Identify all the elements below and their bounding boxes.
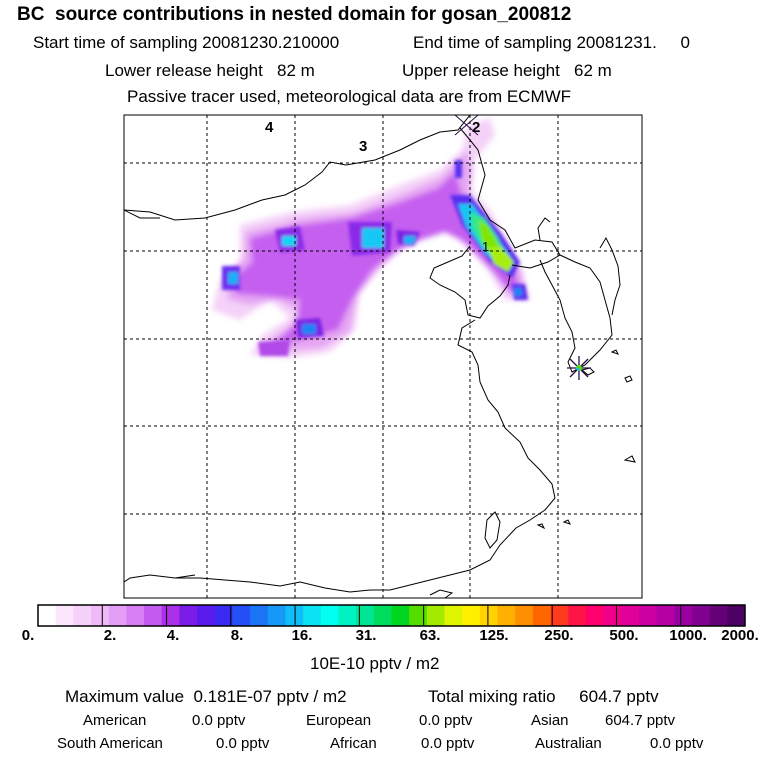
trajectory-marker-2: 2: [472, 119, 480, 136]
trajectory-marker-4: 4: [265, 119, 274, 136]
colorbar-swatch: [38, 605, 57, 626]
colorbar-swatch: [656, 605, 675, 626]
map-frame: [123, 114, 643, 599]
end-time-label: End time of sampling 20081231. 0: [413, 33, 690, 52]
colorbar-swatch: [550, 605, 569, 626]
australian-label: Australian: [535, 735, 602, 752]
colorbar-tick: 500.: [609, 627, 639, 644]
upper-release-label: Upper release height 62 m: [402, 61, 612, 80]
australian-value: 0.0 pptv: [650, 735, 704, 752]
european-label: European: [306, 712, 372, 729]
colorbar-tick: 2.: [103, 627, 117, 644]
colorbar-swatch: [197, 605, 216, 626]
european-value: 0.0 pptv: [419, 712, 473, 729]
asian-value: 604.7 pptv: [605, 712, 676, 729]
colorbar-swatch: [161, 605, 180, 626]
african-label: African: [330, 735, 377, 752]
colorbar-swatch: [356, 605, 375, 626]
colorbar-swatch: [638, 605, 658, 626]
colorbar-swatch: [179, 605, 198, 626]
trajectory-marker-1: 1: [482, 239, 489, 254]
colorbar-tick: 0.: [21, 627, 35, 644]
colorbar-tick: 8.: [230, 627, 244, 644]
colorbar-tick: 250.: [544, 627, 574, 644]
american-value: 0.0 pptv: [192, 712, 246, 729]
colorbar-swatch: [285, 605, 304, 626]
colorbar-swatch: [55, 605, 74, 626]
african-value: 0.0 pptv: [421, 735, 475, 752]
total-mixing-label: Total mixing ratio 604.7 pptv: [428, 687, 659, 706]
colorbar-swatch: [214, 605, 233, 626]
colorbar-swatch: [709, 605, 728, 626]
colorbar-swatch: [232, 605, 251, 626]
colorbar-swatch: [250, 605, 269, 626]
colorbar-swatch: [338, 605, 357, 626]
colorbar-swatch: [532, 605, 551, 626]
colorbar-frame: [37, 604, 746, 627]
colorbar-swatch: [674, 605, 693, 626]
south-american-value: 0.0 pptv: [216, 735, 270, 752]
colorbar-swatch: [391, 605, 410, 626]
receptor-star-icon: [567, 356, 591, 380]
american-label: American: [83, 712, 147, 729]
map-area: [124, 115, 642, 598]
colorbar-tick: 125.: [479, 627, 509, 644]
start-time-label: Start time of sampling 20081230.210000: [33, 33, 340, 52]
colorbar: [37, 604, 746, 627]
colorbar-swatch: [320, 605, 339, 626]
lat-lon-grid: [124, 115, 642, 598]
colorbar-tick: 4.: [166, 627, 180, 644]
colorbar-tick: 16.: [291, 627, 313, 644]
trajectory-origin-icon: [454, 115, 479, 136]
colorbar-swatch: [426, 605, 445, 626]
colorbar-unit-label: 10E-10 pptv / m2: [310, 654, 440, 673]
colorbar-tick: 31.: [355, 627, 377, 644]
trajectory-marker-3: 3: [359, 138, 367, 155]
colorbar-tick: 2000.: [721, 627, 759, 644]
colorbar-swatch: [515, 605, 534, 626]
colorbar-swatch: [603, 605, 622, 626]
colorbar-swatch: [303, 605, 322, 626]
colorbar-swatch: [91, 605, 110, 626]
colorbar-swatch: [621, 605, 640, 626]
colorbar-swatch: [144, 605, 163, 626]
colorbar-swatch: [497, 605, 516, 626]
tracer-note: Passive tracer used, meteorological data…: [127, 87, 572, 106]
colorbar-tick: 63.: [419, 627, 441, 644]
colorbar-swatch: [479, 605, 498, 626]
colorbar-tick: 1000.: [669, 627, 707, 644]
colorbar-swatch: [462, 605, 481, 626]
colorbar-swatch: [444, 605, 463, 626]
colorbar-swatch: [73, 605, 92, 626]
colorbar-swatch: [373, 605, 392, 626]
plot-title: BC source contributions in nested domain…: [17, 4, 572, 25]
colorbar-swatch: [568, 605, 587, 626]
colorbar-swatch: [585, 605, 604, 626]
lower-release-label: Lower release height 82 m: [105, 61, 315, 80]
colorbar-swatch: [108, 605, 127, 626]
asian-label: Asian: [531, 712, 569, 729]
colorbar-swatch: [691, 605, 711, 626]
colorbar-swatch: [126, 605, 145, 626]
colorbar-swatch: [727, 605, 746, 626]
colorbar-swatch: [267, 605, 286, 626]
south-american-label: South American: [57, 735, 163, 752]
max-value-label: Maximum value 0.181E-07 pptv / m2: [65, 687, 347, 706]
colorbar-swatch: [409, 605, 428, 626]
